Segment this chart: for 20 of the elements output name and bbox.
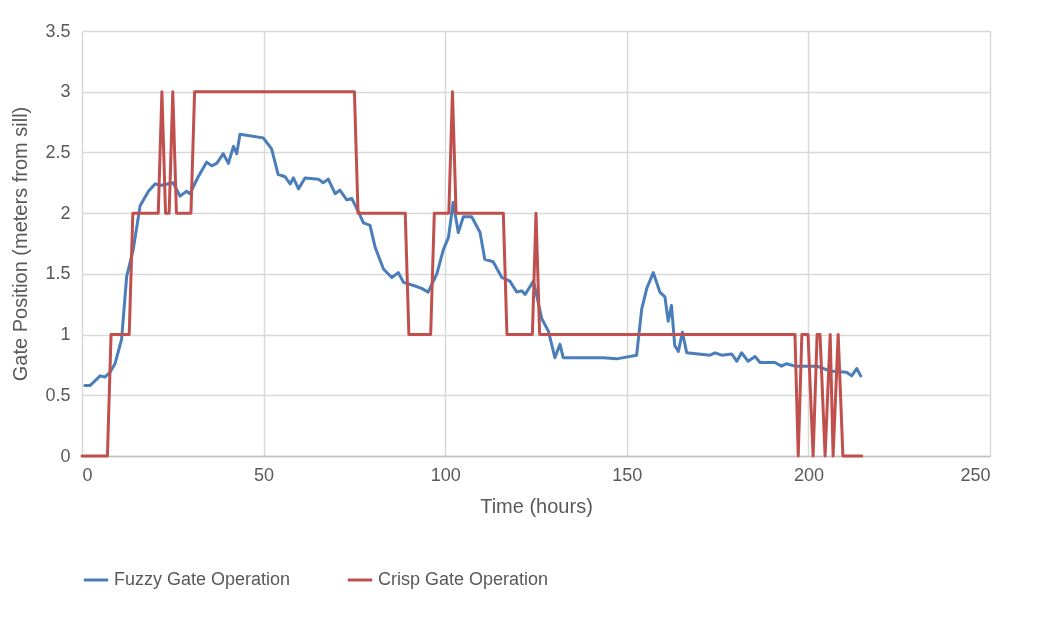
y-tick-label: 3.5	[45, 20, 71, 41]
y-tick-label: 3	[60, 81, 71, 102]
x-tick-label: 200	[793, 464, 824, 485]
legend-label: Crisp Gate Operation	[378, 569, 549, 589]
y-axis-title: Gate Position (meters from sill)	[9, 106, 32, 382]
y-tick-label: 2.5	[45, 141, 71, 162]
y-tick-label: 0	[60, 445, 71, 466]
y-tick-label: 2	[60, 202, 71, 223]
line-series	[83, 132, 863, 388]
y-tick-label: 1	[60, 324, 71, 345]
x-tick-label: 50	[254, 464, 275, 485]
x-tick-label: 0	[82, 464, 93, 485]
y-tick-label: 0.5	[45, 384, 71, 405]
x-tick-label: 250	[960, 464, 991, 485]
line-series	[80, 90, 864, 458]
x-tick-label: 100	[430, 464, 461, 485]
x-axis-title: Time (hours)	[480, 494, 593, 517]
x-tick-label: 150	[612, 464, 643, 485]
y-tick-label: 1.5	[45, 263, 71, 284]
legend-label: Fuzzy Gate Operation	[114, 569, 291, 589]
